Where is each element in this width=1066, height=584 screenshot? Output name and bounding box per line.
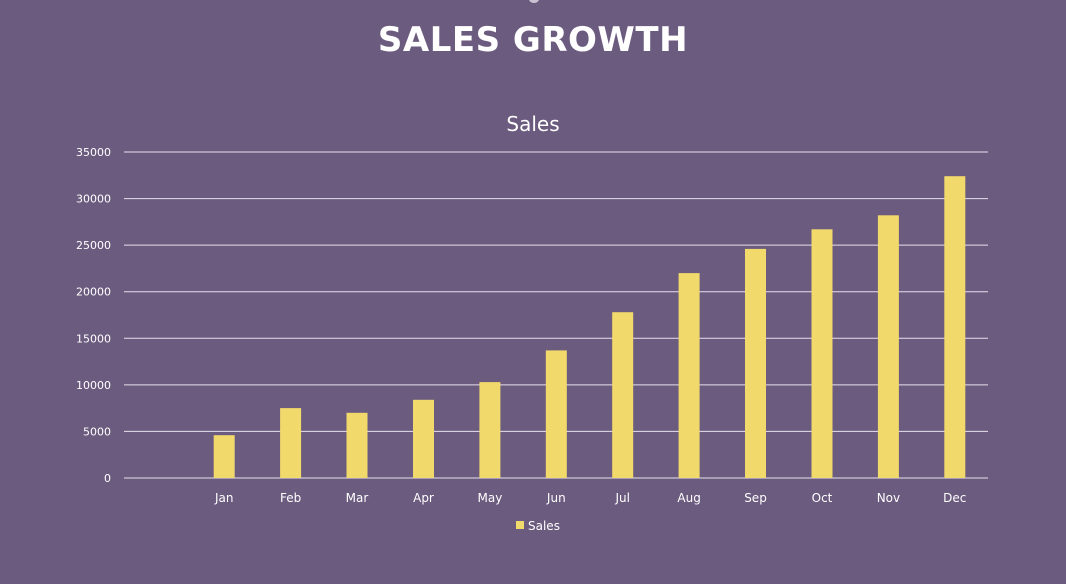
y-tick-label: 10000 <box>76 379 111 392</box>
x-tick-label: Jun <box>546 491 566 505</box>
bar-aug <box>678 273 700 478</box>
bars <box>213 176 966 479</box>
x-tick-label: Dec <box>943 491 966 505</box>
legend[interactable]: Sales <box>516 519 560 533</box>
y-tick-label: 30000 <box>76 193 111 206</box>
page-title: SALES GROWTH <box>377 20 689 60</box>
y-tick-label: 15000 <box>76 332 111 345</box>
bar-mar <box>346 412 368 478</box>
y-tick-label: 25000 <box>76 239 111 252</box>
x-tick-label: Sep <box>744 491 767 505</box>
y-tick-label: 5000 <box>83 425 111 438</box>
bar-oct <box>811 229 833 478</box>
x-tick-label: Nov <box>877 491 900 505</box>
x-tick-label: Mar <box>346 491 369 505</box>
x-tick-label: Aug <box>677 491 700 505</box>
top-decor-dot <box>529 0 539 3</box>
legend-swatch <box>516 521 524 529</box>
bar-dec <box>944 176 966 478</box>
bar-jul <box>612 312 634 478</box>
y-tick-label: 0 <box>104 472 111 485</box>
bar-apr <box>413 399 434 478</box>
x-tick-label: Jan <box>214 491 234 505</box>
x-tick-label: Feb <box>280 491 301 505</box>
x-axis-ticks: Jan Feb Mar Apr May Jun Jul Aug Sep Oct Nov Dec <box>214 491 966 505</box>
legend-label: Sales <box>528 519 560 533</box>
x-tick-label: Jul <box>614 491 629 505</box>
y-tick-label: 20000 <box>76 286 111 299</box>
bar-sep <box>745 248 766 478</box>
bar-nov <box>877 215 899 479</box>
bar-may <box>479 382 501 478</box>
x-tick-label: Oct <box>812 491 833 505</box>
y-axis-ticks: 0 5000 10000 15000 20000 25000 30000 35000 <box>76 146 111 485</box>
x-tick-label: May <box>477 491 502 505</box>
chart-title: Sales <box>506 112 559 136</box>
x-tick-label: Apr <box>413 491 434 505</box>
bar-jun <box>545 350 567 478</box>
gridlines <box>124 151 988 479</box>
y-tick-label: 35000 <box>76 146 111 159</box>
bar-feb <box>280 408 302 478</box>
bar-jan <box>213 435 235 478</box>
